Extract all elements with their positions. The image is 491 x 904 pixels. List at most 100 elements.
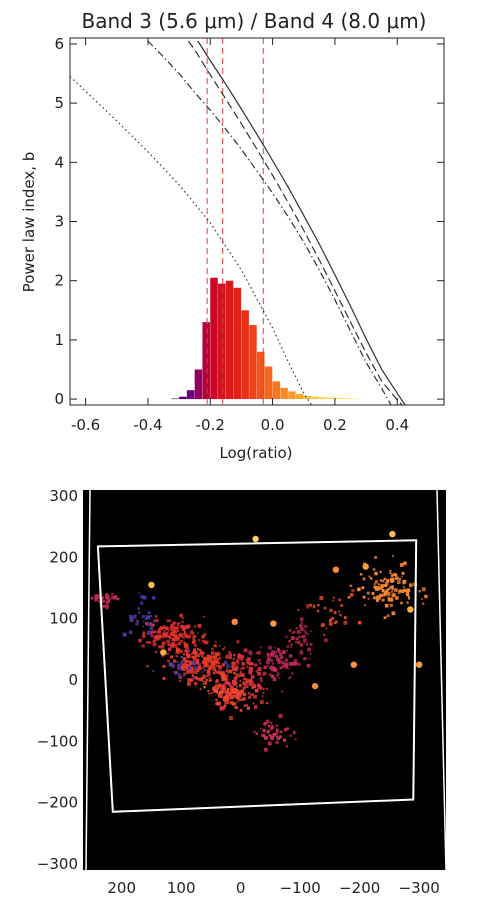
map-point	[392, 573, 396, 576]
map-point	[279, 730, 282, 733]
map-point	[290, 643, 293, 647]
map-point	[398, 589, 401, 592]
map-point	[198, 662, 201, 666]
map-point	[293, 730, 295, 733]
map-point	[234, 667, 239, 671]
map-point	[199, 688, 202, 691]
map-point	[329, 608, 333, 613]
map-point	[375, 599, 379, 602]
map-point	[242, 686, 246, 690]
map-point	[292, 731, 296, 735]
map-point	[212, 668, 216, 672]
map-point	[250, 675, 253, 678]
map-point	[221, 663, 225, 667]
map-point	[202, 666, 205, 669]
bright-source	[389, 530, 396, 538]
map-point	[406, 601, 409, 604]
map-point	[238, 673, 243, 677]
map-panel: 200 100 0 −100 −200 −300 300 200 100 0 −100 −200 −3…	[37, 487, 446, 897]
bright-source	[362, 563, 369, 570]
map-point	[135, 622, 139, 626]
map-point	[183, 637, 186, 640]
map-point	[251, 682, 255, 686]
map-point	[408, 596, 411, 599]
map-point	[290, 661, 294, 666]
map-point	[194, 625, 197, 628]
map-point	[182, 617, 184, 620]
map-point	[193, 648, 196, 651]
map-point	[162, 664, 166, 668]
map-point	[273, 668, 277, 673]
map-point	[195, 661, 200, 665]
map-point	[279, 735, 282, 739]
map-point	[206, 669, 211, 674]
map-point	[375, 595, 378, 598]
map-point	[391, 590, 394, 593]
map-point	[212, 665, 216, 669]
map-point	[192, 635, 196, 639]
map-point	[285, 667, 287, 670]
map-point	[292, 637, 296, 640]
map-point	[309, 630, 312, 632]
map-point	[257, 667, 262, 671]
map-point	[280, 730, 283, 733]
map-point	[204, 640, 209, 645]
map-point	[285, 665, 288, 669]
map-point	[291, 631, 295, 634]
histogram-bar-6	[218, 283, 226, 400]
map-point	[94, 594, 98, 598]
map-point	[242, 692, 247, 697]
map-point	[208, 655, 211, 658]
map-point	[185, 646, 189, 650]
map-point	[185, 644, 188, 647]
map-point	[255, 732, 258, 735]
map-point	[197, 677, 201, 681]
map-point	[208, 679, 211, 682]
map-point	[275, 740, 279, 744]
map-point	[222, 697, 227, 701]
map-point	[180, 656, 184, 659]
map-point	[243, 681, 245, 684]
map-x-tick-label: −300	[399, 879, 440, 897]
map-point	[246, 660, 249, 664]
map-point	[402, 582, 405, 585]
map-point	[379, 586, 383, 590]
map-point	[330, 617, 333, 620]
histogram-bar-17	[303, 396, 312, 400]
map-point	[170, 655, 173, 659]
map-point	[217, 687, 220, 690]
map-point	[401, 571, 405, 575]
map-point	[323, 606, 327, 610]
map-point	[231, 661, 235, 665]
map-point	[389, 578, 394, 583]
map-point	[105, 601, 108, 604]
map-point	[175, 648, 180, 653]
map-point	[151, 623, 155, 627]
map-point	[228, 669, 233, 674]
map-point	[271, 724, 273, 727]
mosaic-edge-right	[436, 490, 446, 870]
map-point	[226, 690, 229, 693]
map-point	[177, 673, 182, 677]
map-point	[260, 646, 262, 649]
map-point	[106, 596, 110, 599]
y-tick-label: 5	[54, 94, 64, 112]
histogram-bar-21	[334, 397, 343, 400]
map-point	[90, 596, 94, 600]
histogram-bar-7	[225, 280, 234, 400]
map-point	[150, 632, 153, 635]
map-point	[222, 683, 225, 686]
map-point	[210, 651, 215, 655]
map-point	[284, 662, 288, 666]
map-point	[288, 662, 291, 665]
bright-source	[148, 581, 155, 589]
map-point	[252, 663, 254, 665]
map-point	[240, 658, 244, 662]
map-point	[201, 634, 205, 639]
y-tick-label: 2	[54, 272, 64, 290]
map-point	[259, 659, 261, 661]
map-point	[288, 639, 291, 643]
map-point	[215, 665, 218, 668]
map-point	[213, 661, 217, 666]
map-point	[186, 624, 191, 629]
